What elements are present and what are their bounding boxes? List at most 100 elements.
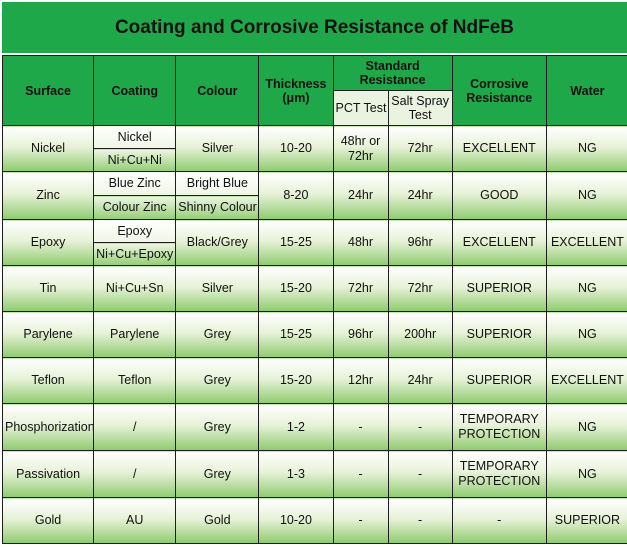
coating-table: Surface Coating Colour Thickness (μm) St…: [1, 55, 627, 544]
table-row: Tin Ni+Cu+Sn Silver 15-20 72hr 72hr SUPE…: [1, 265, 627, 312]
cell-corrosive: SUPERIOR: [451, 357, 547, 404]
cell-colour: Black/Grey: [175, 219, 260, 266]
cell-thickness: 1-3: [258, 450, 334, 498]
cell-corrosive: -: [451, 497, 547, 544]
cell-thickness: 10-20: [258, 497, 334, 544]
cell-salt-spray: 24hr: [387, 171, 453, 220]
cell-salt-spray: 24hr: [387, 357, 453, 404]
cell-coating: Parylene: [93, 311, 177, 358]
cell-corrosive: TEMPORARY PROTECTION: [451, 403, 547, 451]
cell-corrosive: TEMPORARY PROTECTION: [451, 450, 547, 498]
cell-pct: 12hr: [332, 357, 389, 404]
header-thickness: Thickness (μm): [258, 55, 334, 126]
cell-coating: AU: [93, 497, 177, 544]
cell-coating: Blue Zinc: [93, 171, 177, 196]
cell-thickness: 15-20: [258, 265, 334, 312]
table-row: Gold AU Gold 10-20 - - - SUPERIOR: [1, 497, 627, 544]
cell-colour: Grey: [175, 450, 260, 498]
cell-surface: Nickel: [1, 125, 95, 172]
cell-salt-spray: 200hr: [387, 311, 453, 358]
cell-surface: Phosphorization: [1, 403, 95, 451]
cell-corrosive: SUPERIOR: [451, 311, 547, 358]
cell-water: NG: [545, 311, 627, 358]
cell-water: NG: [545, 265, 627, 312]
cell-corrosive: EXCELLENT: [451, 219, 547, 266]
header-surface: Surface: [1, 55, 95, 126]
header-row: Surface Coating Colour Thickness (μm) St…: [1, 55, 627, 126]
cell-salt-spray: -: [387, 450, 453, 498]
table-row: Passivation / Grey 1-3 - - TEMPORARY PRO…: [1, 450, 627, 498]
cell-colour: Grey: [175, 357, 260, 404]
cell-salt-spray: 72hr: [387, 125, 453, 172]
cell-surface: Epoxy: [1, 219, 95, 266]
cell-corrosive: EXCELLENT: [451, 125, 547, 172]
cell-pct: 48hr or 72hr: [332, 125, 389, 172]
cell-surface: Zinc: [1, 171, 95, 220]
header-water: Water: [545, 55, 627, 126]
cell-coating: Ni+Cu+Ni: [93, 148, 177, 172]
cell-coating: Teflon: [93, 357, 177, 404]
cell-colour: Bright Blue: [175, 171, 260, 196]
header-salt-spray-test: Salt Spray Test: [387, 90, 453, 126]
cell-surface: Gold: [1, 497, 95, 544]
cell-salt-spray: -: [387, 403, 453, 451]
cell-salt-spray: -: [387, 497, 453, 544]
cell-colour: Silver: [175, 265, 260, 312]
cell-pct: -: [332, 450, 389, 498]
table-subrow: Ni+Cu+Ni: [3, 148, 627, 172]
cell-coating: Epoxy: [93, 219, 177, 243]
cell-water: EXCELLENT: [545, 219, 627, 266]
table-subrow: Ni+Cu+Epoxy: [3, 242, 627, 266]
header-corrosive-resistance: Corrosive Resistance: [451, 55, 547, 126]
cell-colour: Shinny Colour: [175, 195, 260, 220]
cell-thickness: 8-20: [258, 171, 334, 220]
subheader-row: PCT Test Salt Spray Test: [3, 90, 627, 126]
cell-salt-spray: 72hr: [387, 265, 453, 312]
cell-colour: Silver: [175, 125, 260, 172]
cell-water: SUPERIOR: [545, 497, 627, 544]
table-title: Coating and Corrosive Resistance of NdFe…: [2, 2, 627, 55]
table-row: Teflon Teflon Grey 15-20 12hr 24hr SUPER…: [1, 357, 627, 404]
table-subrow: Colour Zinc Shinny Colour: [3, 195, 627, 220]
cell-pct: 72hr: [332, 265, 389, 312]
cell-pct: -: [332, 403, 389, 451]
cell-colour: Grey: [175, 403, 260, 451]
cell-colour: Grey: [175, 311, 260, 358]
cell-coating: /: [93, 450, 177, 498]
cell-coating: /: [93, 403, 177, 451]
cell-coating: Nickel: [93, 125, 177, 149]
cell-pct: 96hr: [332, 311, 389, 358]
header-coating: Coating: [93, 55, 177, 126]
cell-thickness: 10-20: [258, 125, 334, 172]
table-row: Epoxy Epoxy Black/Grey 15-25 48hr 96hr E…: [1, 219, 627, 266]
cell-thickness: 15-20: [258, 357, 334, 404]
cell-water: NG: [545, 125, 627, 172]
cell-corrosive: SUPERIOR: [451, 265, 547, 312]
cell-surface: Parylene: [1, 311, 95, 358]
cell-water: EXCELLENT: [545, 357, 627, 404]
cell-corrosive: GOOD: [451, 171, 547, 220]
cell-thickness: 15-25: [258, 219, 334, 266]
cell-water: NG: [545, 403, 627, 451]
table-row: Zinc Blue Zinc Bright Blue 8-20 24hr 24h…: [1, 171, 627, 220]
table-row: Phosphorization / Grey 1-2 - - TEMPORARY…: [1, 403, 627, 451]
header-colour: Colour: [175, 55, 260, 126]
cell-thickness: 15-25: [258, 311, 334, 358]
cell-thickness: 1-2: [258, 403, 334, 451]
cell-colour: Gold: [175, 497, 260, 544]
cell-pct: -: [332, 497, 389, 544]
cell-pct: 24hr: [332, 171, 389, 220]
cell-surface: Tin: [1, 265, 95, 312]
cell-water: NG: [545, 450, 627, 498]
cell-water: NG: [545, 171, 627, 220]
cell-salt-spray: 96hr: [387, 219, 453, 266]
header-standard-resistance: Standard Resistance: [332, 55, 453, 91]
cell-coating: Colour Zinc: [93, 195, 177, 220]
cell-coating: Ni+Cu+Sn: [93, 265, 177, 312]
header-pct-test: PCT Test: [332, 90, 389, 126]
table-row: Nickel Nickel Silver 10-20 48hr or 72hr …: [1, 125, 627, 172]
table-row: Parylene Parylene Grey 15-25 96hr 200hr …: [1, 311, 627, 358]
cell-pct: 48hr: [332, 219, 389, 266]
cell-surface: Teflon: [1, 357, 95, 404]
